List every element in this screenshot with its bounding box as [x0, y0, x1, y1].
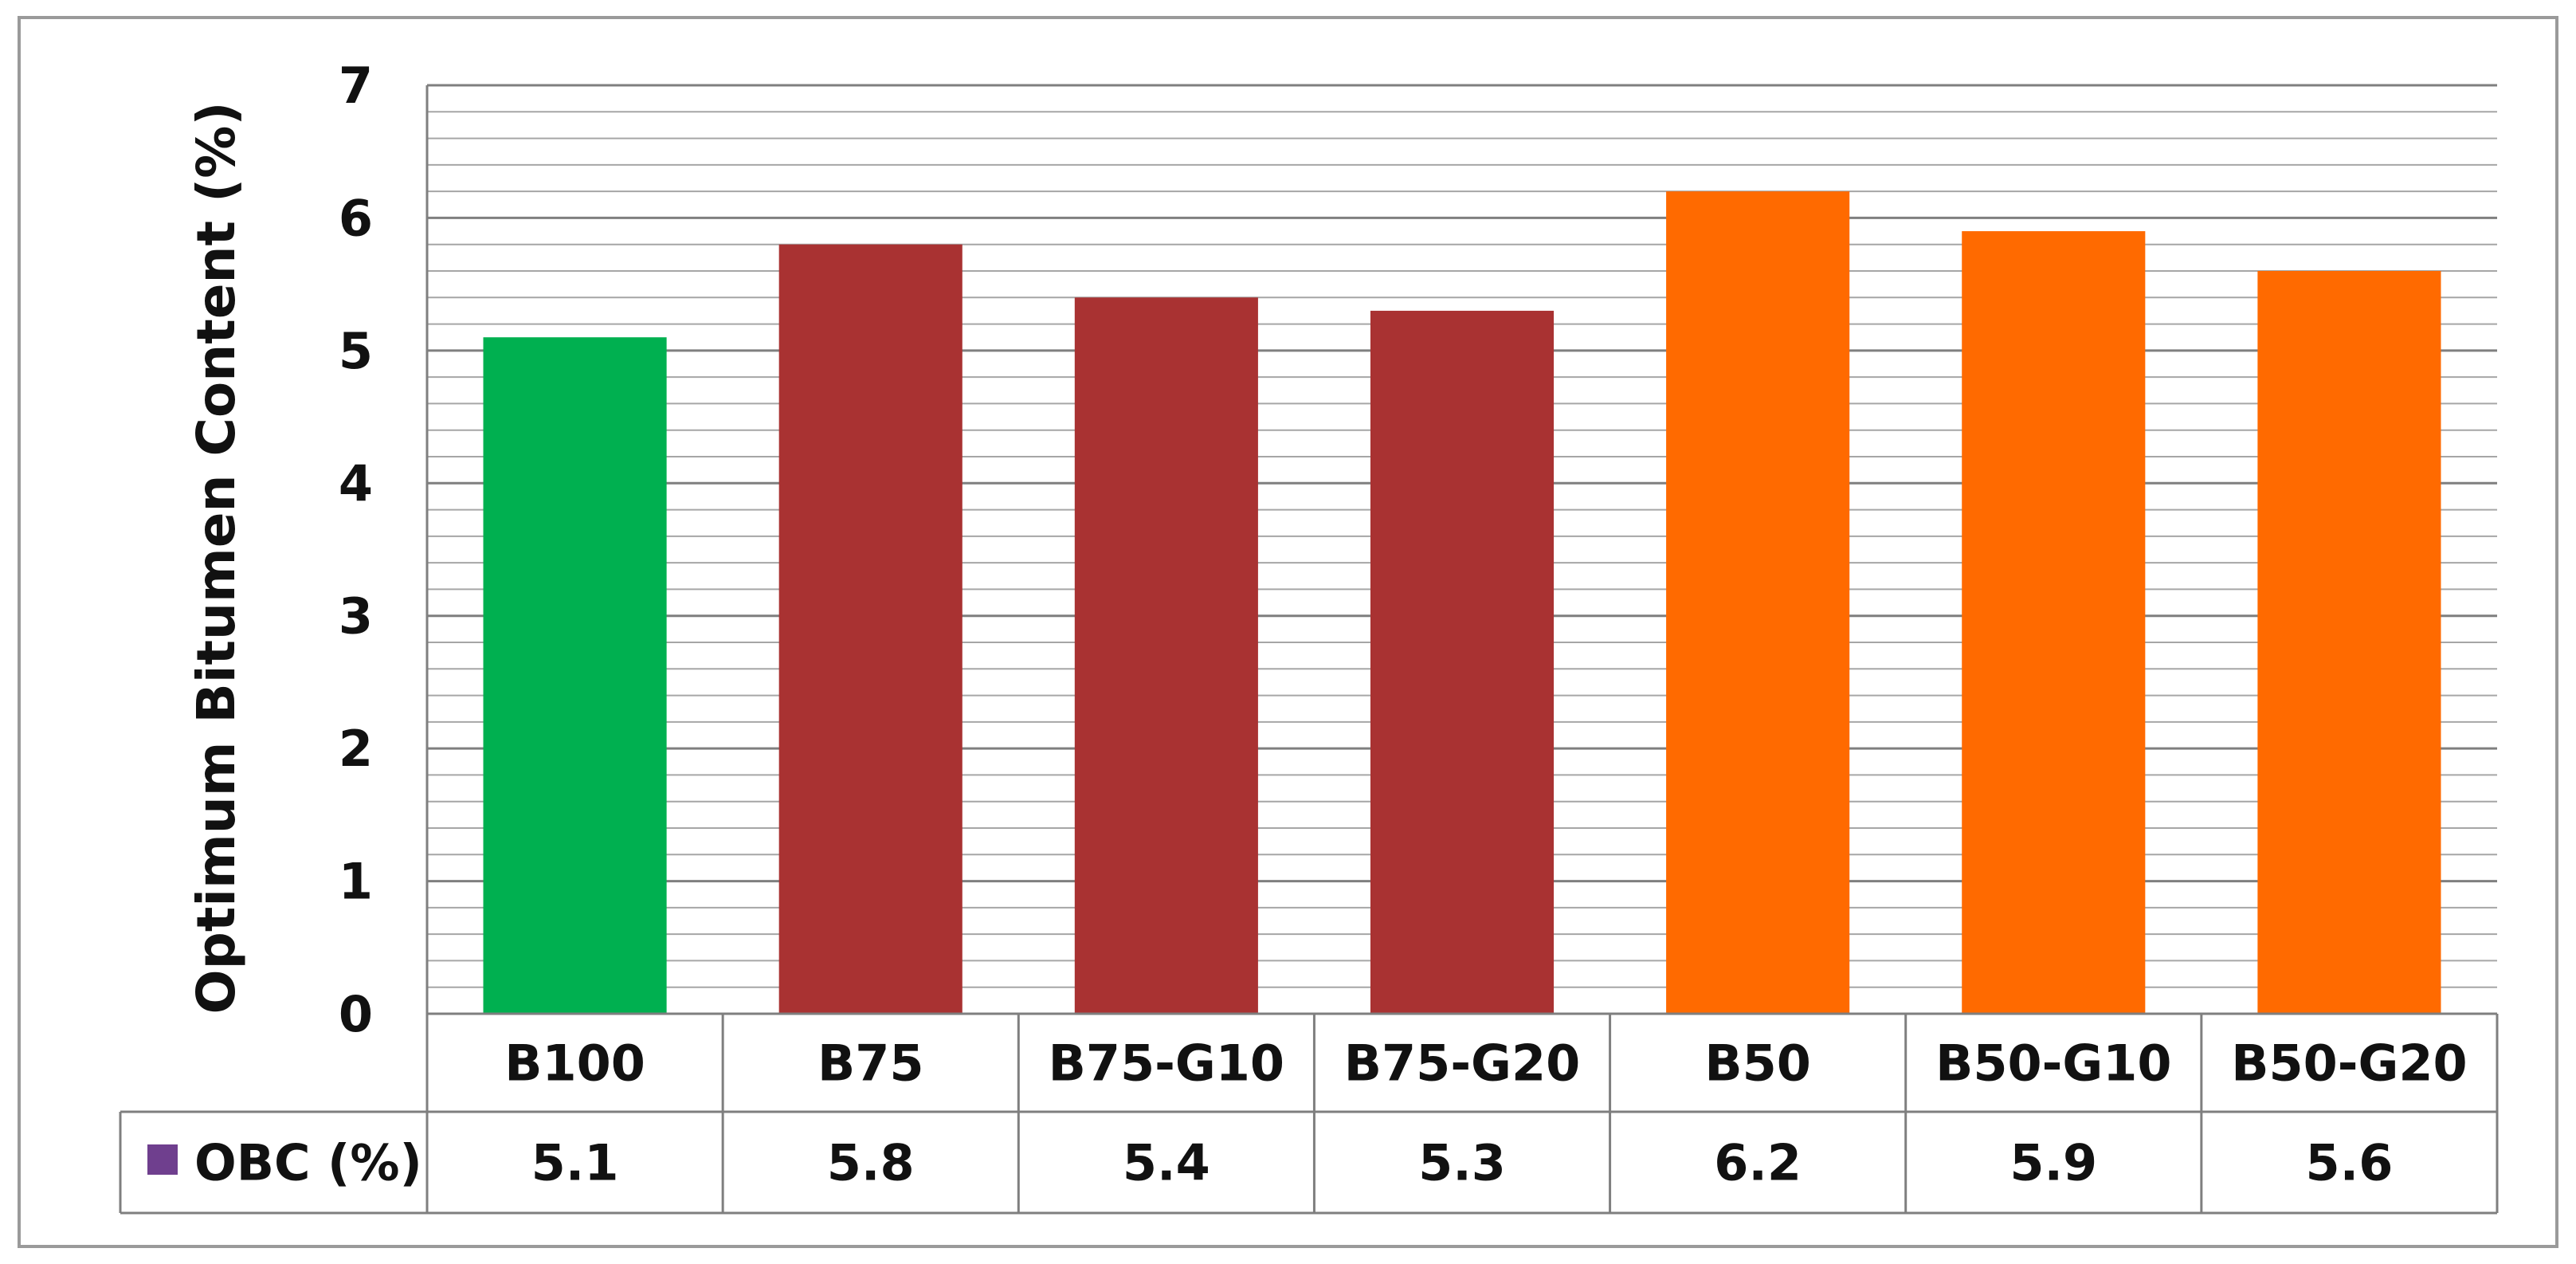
data-value-label: 6.2 [1714, 1134, 1802, 1192]
y-tick-label: 7 [339, 57, 373, 115]
x-category-label: B50 [1704, 1034, 1811, 1093]
y-tick-label: 0 [339, 985, 373, 1043]
y-tick-label: 3 [339, 587, 373, 646]
bar-b50-g20 [2257, 271, 2441, 1014]
x-category-label: B50-G10 [1935, 1034, 2171, 1093]
y-tick-label: 4 [339, 454, 373, 512]
bars [483, 191, 2441, 1015]
bar-b75 [778, 244, 963, 1014]
x-category-label: B75-G10 [1049, 1034, 1284, 1093]
data-value-label: 5.6 [2306, 1134, 2394, 1192]
y-axis-label: Optimum Bitumen Content (%) [186, 101, 247, 1014]
bar-b50-g10 [1962, 231, 2146, 1015]
y-tick-label: 2 [339, 720, 373, 778]
y-axis-ticks: 0 1 2 3 4 5 6 7 [339, 57, 373, 1043]
legend-series-name: OBC (%) [194, 1134, 422, 1192]
legend-swatch [147, 1144, 178, 1175]
y-tick-label: 5 [339, 322, 373, 380]
chart-frame [18, 16, 2558, 1248]
y-tick-label: 1 [339, 853, 373, 911]
bar-b50 [1666, 191, 1850, 1015]
x-category-label: B75 [817, 1034, 924, 1093]
data-value-label: 5.3 [1418, 1134, 1506, 1192]
data-value-label: 5.4 [1123, 1134, 1210, 1192]
data-value-label: 5.9 [2009, 1134, 2097, 1192]
data-table: B100 5.1 B75 5.8 B75-G10 5.4 B75-G20 5.3 B50 6.2 B… [119, 1012, 2499, 1215]
x-category-label: B75-G20 [1344, 1034, 1580, 1093]
bar-b100 [483, 337, 667, 1014]
y-tick-label: 6 [339, 189, 373, 247]
bar-b75-g20 [1370, 310, 1555, 1014]
x-category-label: B50-G20 [2231, 1034, 2467, 1093]
bar-b75-g10 [1074, 297, 1258, 1014]
data-value-label: 5.8 [827, 1134, 915, 1192]
data-value-label: 5.1 [531, 1134, 619, 1192]
x-category-label: B100 [504, 1034, 645, 1093]
